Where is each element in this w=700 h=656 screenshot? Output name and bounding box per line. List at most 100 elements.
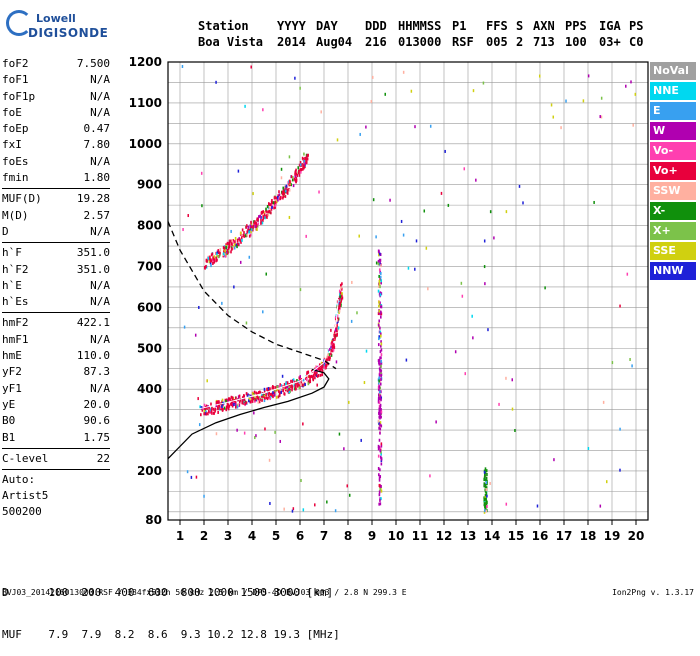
data-point <box>280 390 283 394</box>
noise-point <box>356 311 358 315</box>
data-point <box>215 404 218 408</box>
data-point <box>218 404 221 408</box>
data-point <box>297 171 300 175</box>
data-point <box>380 312 383 316</box>
noise-point <box>460 281 463 285</box>
data-point <box>306 157 308 161</box>
data-point <box>249 397 251 401</box>
noise-point <box>402 70 405 74</box>
data-point <box>379 369 381 373</box>
data-point <box>225 399 227 403</box>
header-hhmmss: HHMMSS <box>398 19 442 33</box>
data-point <box>337 306 339 310</box>
data-point <box>247 228 249 232</box>
data-point <box>268 395 270 399</box>
data-point <box>378 358 381 362</box>
y-tick-label: 600 <box>137 300 162 314</box>
data-point <box>305 160 308 164</box>
noise-point <box>482 81 485 85</box>
data-point <box>483 482 486 486</box>
data-point <box>377 289 380 293</box>
data-point <box>379 394 382 398</box>
data-point <box>246 233 249 237</box>
data-point <box>378 258 381 262</box>
data-point <box>222 246 225 250</box>
data-point <box>227 251 229 255</box>
data-point <box>241 228 244 232</box>
data-point <box>299 378 301 382</box>
data-point <box>319 373 322 377</box>
data-point <box>268 210 271 214</box>
noise-point <box>429 124 432 128</box>
noise-point <box>483 265 486 269</box>
param-row: foEp 0.47 <box>2 121 110 137</box>
data-point <box>234 401 237 405</box>
noise-point <box>360 438 362 442</box>
noise-point <box>505 210 508 214</box>
noise-point <box>379 285 381 289</box>
noise-point <box>611 361 614 365</box>
data-point <box>377 396 380 400</box>
data-point <box>209 410 211 414</box>
noise-point <box>629 357 631 361</box>
value-station: Boa Vista <box>198 35 264 49</box>
data-point <box>217 249 220 253</box>
data-point <box>306 372 308 376</box>
param-row: D N/A <box>2 224 110 240</box>
noise-point <box>625 84 627 88</box>
data-point <box>260 392 263 396</box>
data-point <box>271 198 273 202</box>
data-point <box>485 488 488 492</box>
data-point <box>275 395 278 399</box>
noise-point <box>334 509 337 513</box>
data-point <box>231 404 234 408</box>
data-point <box>284 194 287 198</box>
data-point <box>274 388 276 392</box>
data-point <box>274 202 277 206</box>
data-point <box>326 358 328 362</box>
data-point <box>234 240 236 244</box>
param-value: N/A <box>90 105 110 119</box>
data-point <box>377 359 380 363</box>
data-point <box>333 334 336 338</box>
data-point <box>330 348 332 352</box>
data-point <box>263 215 265 219</box>
data-point <box>380 281 382 285</box>
noise-point <box>221 301 223 305</box>
y-tick-label: 800 <box>137 219 162 233</box>
data-point <box>217 251 220 255</box>
param-name: foE <box>2 105 22 119</box>
header-iga: IGA <box>599 19 621 33</box>
noise-point <box>237 169 240 173</box>
data-point <box>252 391 254 395</box>
noise-point <box>262 310 264 314</box>
noise-point <box>330 328 332 332</box>
data-point <box>279 388 282 392</box>
data-point <box>377 466 380 470</box>
data-point <box>283 392 286 396</box>
data-point <box>254 398 257 402</box>
data-point <box>276 200 278 204</box>
param-name: yE <box>2 397 16 411</box>
param-value: N/A <box>90 224 110 238</box>
data-point <box>262 393 265 397</box>
data-point <box>377 284 380 288</box>
noise-point <box>536 504 539 508</box>
param-value: 1.80 <box>83 171 111 185</box>
data-point <box>380 310 382 314</box>
noise-point <box>475 178 477 182</box>
param-name: h`Es <box>2 295 29 309</box>
data-point <box>230 401 233 405</box>
param-name: fxI <box>2 138 22 152</box>
data-point <box>314 376 316 380</box>
data-point <box>214 409 216 413</box>
data-point <box>270 211 272 215</box>
data-point <box>330 352 332 356</box>
data-point <box>330 345 332 349</box>
legend-item-e: E <box>650 102 696 120</box>
data-point <box>258 390 261 394</box>
data-point <box>256 224 259 228</box>
param-separator <box>2 447 110 449</box>
data-point <box>223 254 226 258</box>
y-tick-label: 500 <box>137 341 162 355</box>
